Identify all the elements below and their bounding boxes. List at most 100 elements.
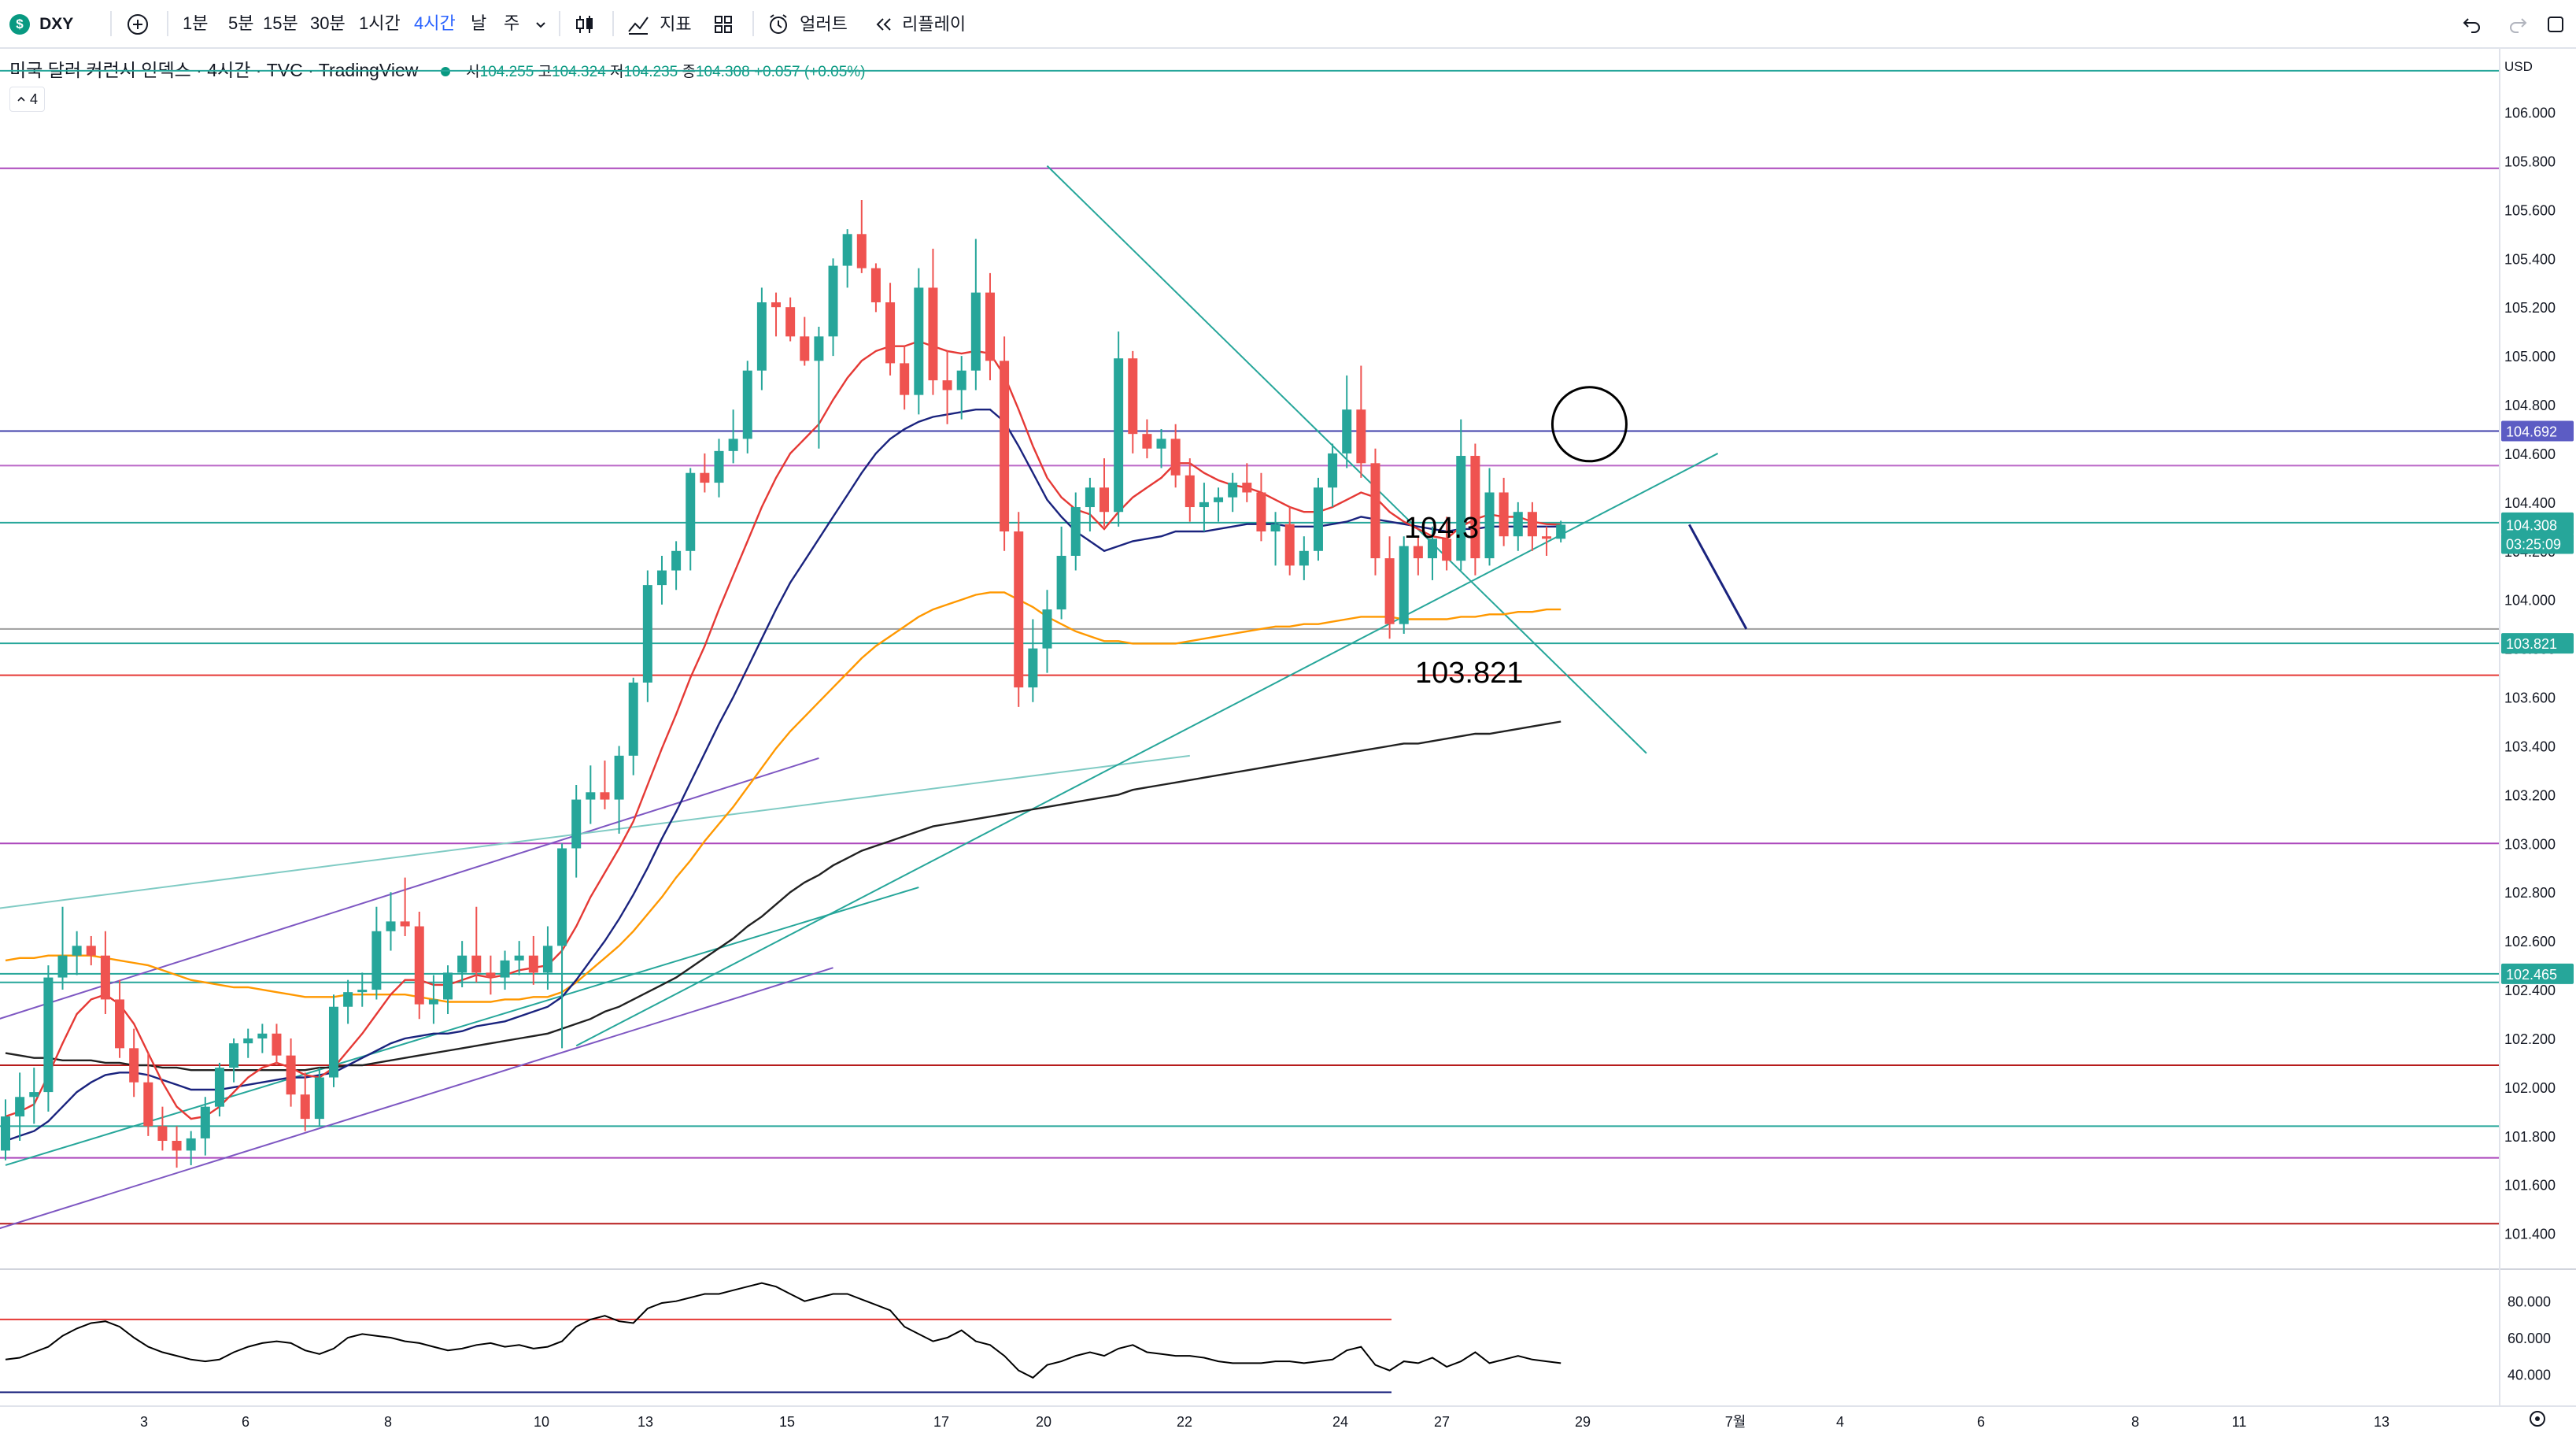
candle-body — [286, 1055, 296, 1095]
currency-label: USD — [2504, 59, 2533, 74]
candle-body — [914, 287, 924, 395]
price-tick-label: 102.600 — [2504, 934, 2556, 950]
candle-body — [1484, 492, 1495, 559]
candle-body — [600, 792, 610, 800]
interval-tab[interactable]: 5분 — [228, 13, 254, 33]
candle-body — [1413, 546, 1423, 559]
market-status-dot — [440, 67, 450, 76]
candle-body — [443, 972, 453, 1000]
undo-button[interactable] — [2460, 9, 2482, 38]
candle-body — [814, 336, 824, 361]
trendline — [0, 757, 819, 1020]
candle-body — [1028, 648, 1038, 688]
candle-body — [1399, 546, 1409, 624]
candle-body — [614, 755, 624, 800]
candle-body — [1000, 361, 1010, 532]
candle-body — [900, 363, 910, 395]
price-tick-label: 101.400 — [2504, 1227, 2556, 1242]
rsi-line — [5, 1282, 1561, 1379]
candle-body — [1270, 524, 1281, 532]
time-tick-label: 29 — [1575, 1414, 1591, 1430]
grid-icon — [715, 16, 732, 34]
candle-body — [43, 977, 54, 1093]
interval-tab[interactable]: 30분 — [310, 13, 346, 33]
candle-body — [1, 1116, 10, 1151]
candle-body — [1313, 487, 1323, 551]
annotation-label: 103.821 — [1415, 657, 1523, 690]
interval-tab[interactable]: 1분 — [183, 13, 209, 33]
interval-tab[interactable]: 주 — [504, 13, 520, 33]
indicator-count: 4 — [30, 91, 39, 107]
price-label-badge — [2501, 963, 2574, 984]
candle-body — [100, 955, 110, 1000]
low-value: 104.235 — [623, 64, 678, 80]
candle-body — [343, 992, 353, 1007]
price-label-badge — [2501, 512, 2574, 533]
time-tick-label: 8 — [2131, 1414, 2139, 1430]
price-tick-label: 103.400 — [2504, 739, 2556, 754]
candle-body — [29, 1092, 39, 1098]
annotation-label: 104.3 — [1404, 512, 1479, 545]
indicators-button[interactable]: 지표 — [626, 9, 692, 38]
price-label-badge — [2501, 533, 2574, 554]
candle-body — [115, 999, 125, 1049]
candle-body — [942, 380, 952, 391]
toolbar-divider — [167, 11, 168, 36]
time-tick-label: 10 — [534, 1414, 549, 1430]
price-tick-label: 105.600 — [2504, 202, 2556, 218]
top-toolbar: $ DXY 1분 5분 15분 30분 1시간 4시간 날 주 지표 얼러트 리플레이 — [0, 0, 2576, 49]
indicator-toggle[interactable]: 4 — [9, 87, 46, 112]
candle-body — [314, 1077, 324, 1120]
layout-templates-button[interactable] — [711, 9, 735, 38]
replay-button[interactable]: 리플레이 — [874, 9, 966, 38]
time-tick-label: 15 — [779, 1414, 795, 1430]
candle-body — [928, 287, 938, 381]
candle-body — [72, 946, 82, 956]
add-compare-button[interactable] — [126, 9, 150, 38]
interval-tab[interactable]: 4시간 — [414, 13, 456, 33]
candle-body — [243, 1038, 253, 1044]
indicators-label: 지표 — [660, 14, 692, 35]
candle-body — [542, 946, 553, 973]
chart-type-button[interactable] — [573, 9, 597, 38]
price-tick-label: 103.800 — [2504, 642, 2556, 657]
candle-body — [272, 1033, 282, 1056]
candle-body — [1556, 524, 1566, 539]
redo-button[interactable] — [2508, 9, 2530, 38]
price-tick-label: 105.800 — [2504, 154, 2556, 169]
candle-body — [1428, 539, 1437, 559]
interval-tab[interactable]: 15분 — [263, 13, 298, 33]
open-value: 104.255 — [479, 64, 534, 80]
candle-body — [756, 302, 767, 371]
candle-body — [386, 921, 396, 931]
candle-body — [257, 1033, 268, 1038]
fullscreen-button[interactable] — [2545, 9, 2566, 38]
candle-body — [870, 268, 881, 302]
trendline — [1046, 165, 1647, 754]
toolbar-divider — [752, 11, 754, 36]
candle-body — [686, 472, 696, 551]
symbol-selector[interactable]: $ DXY — [9, 9, 73, 38]
low-label: 저 — [610, 64, 624, 80]
candle-body — [1456, 456, 1466, 561]
projection-line — [1688, 524, 1748, 630]
rsi-tick-label: 60.000 — [2508, 1331, 2551, 1346]
rsi-tick-label: 40.000 — [2508, 1367, 2551, 1383]
price-label-text: 104.308 — [2506, 517, 2557, 533]
price-label-text: 104.692 — [2506, 424, 2557, 439]
candle-body — [1185, 475, 1195, 508]
interval-dropdown[interactable] — [534, 9, 548, 38]
candle-body — [1384, 558, 1395, 624]
ma-mid-line — [5, 409, 1561, 1142]
candles-icon — [576, 16, 593, 34]
symbol-name: DXY — [39, 15, 74, 34]
interval-tab[interactable]: 날 — [471, 13, 487, 33]
candle-body — [414, 926, 424, 1005]
interval-tab[interactable]: 1시간 — [359, 13, 401, 33]
price-tick-label: 104.200 — [2504, 544, 2556, 560]
price-tick-label: 102.800 — [2504, 885, 2556, 901]
time-tick-label: 4 — [1836, 1414, 1844, 1430]
alert-button[interactable]: 얼러트 — [767, 9, 848, 38]
fullscreen-icon — [2548, 17, 2563, 33]
alert-label: 얼러트 — [800, 14, 848, 35]
